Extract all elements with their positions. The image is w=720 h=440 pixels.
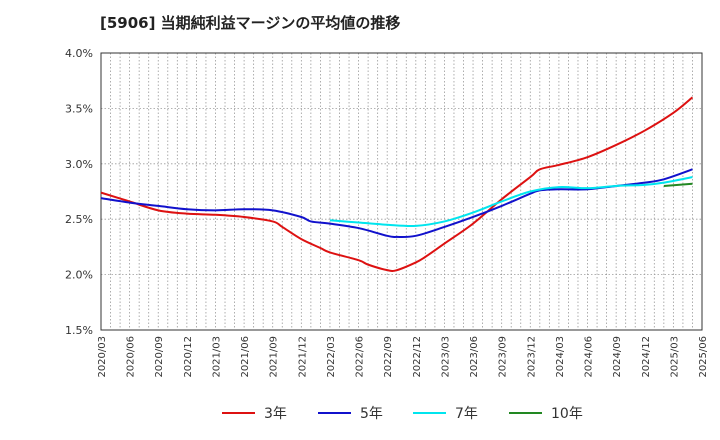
x-tick-label: 2020/03 <box>97 336 108 378</box>
series-line-2 <box>100 168 693 239</box>
x-tick-label: 2025/03 <box>669 336 680 378</box>
x-tick-label: 2023/06 <box>469 336 480 378</box>
x-tick-label: 2021/09 <box>269 336 280 378</box>
series-line-1 <box>100 96 694 272</box>
y-tick-label: 2.5% <box>65 213 93 226</box>
x-tick-label: 2021/06 <box>240 336 251 378</box>
series-line-3 <box>329 176 693 227</box>
x-tick-label: 2022/09 <box>383 336 394 378</box>
x-tick-label: 2021/12 <box>297 336 308 378</box>
y-tick-label: 2.0% <box>65 269 93 282</box>
x-tick-label: 2022/03 <box>326 336 337 378</box>
legend-label-3: 7年 <box>455 406 478 422</box>
x-tick-label: 2023/12 <box>526 336 537 378</box>
x-tick-label: 2020/09 <box>154 336 165 378</box>
y-tick-label: 4.0% <box>65 47 93 60</box>
x-tick-label: 2024/03 <box>555 336 566 378</box>
x-tick-label: 2024/12 <box>641 336 652 378</box>
y-tick-label: 1.5% <box>65 324 93 337</box>
series-line-4 <box>663 182 693 187</box>
x-tick-label: 2021/03 <box>211 336 222 378</box>
y-tick-label: 3.5% <box>65 102 93 115</box>
x-tick-label: 2023/03 <box>440 336 451 378</box>
legend-label-2: 5年 <box>360 406 383 422</box>
plot-area <box>101 53 702 330</box>
legend-label-1: 3年 <box>264 406 287 422</box>
x-tick-label: 2020/06 <box>126 336 137 378</box>
x-tick-label: 2024/09 <box>612 336 623 378</box>
x-tick-label: 2025/06 <box>698 336 709 378</box>
y-tick-label: 3.0% <box>65 158 93 171</box>
legend-label-4: 10年 <box>551 406 583 422</box>
x-tick-label: 2024/06 <box>584 336 595 378</box>
chart-title: [5906] 当期純利益マージンの平均値の推移 <box>100 14 401 32</box>
plot-frame <box>100 52 703 331</box>
x-tick-label: 2022/06 <box>355 336 366 378</box>
x-tick-label: 2020/12 <box>183 336 194 378</box>
x-tick-label: 2023/09 <box>498 336 509 378</box>
x-tick-label: 2022/12 <box>412 336 423 378</box>
